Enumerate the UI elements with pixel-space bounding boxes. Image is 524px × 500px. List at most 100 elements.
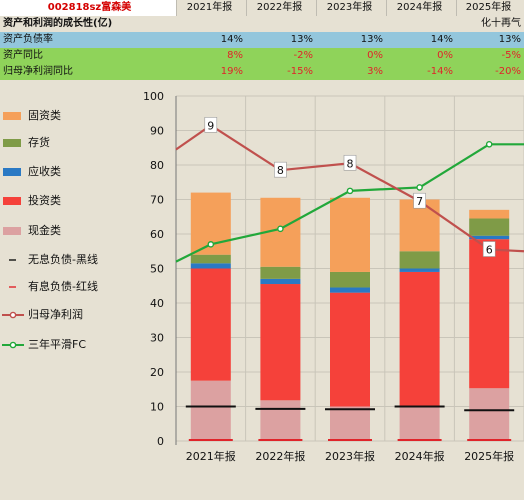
bar-segment — [190, 263, 231, 269]
year-header: 2022年报 — [256, 2, 303, 13]
year-header: 2024年报 — [396, 2, 443, 13]
bar-segment — [330, 292, 370, 407]
bar-segment — [260, 278, 301, 285]
bar-segment — [260, 284, 301, 401]
y-tick-label: 90 — [150, 125, 164, 138]
profit-label-box — [413, 192, 426, 209]
stock-code: 002818sz富森美 — [0, 0, 176, 16]
y-tick-label: 20 — [150, 366, 164, 379]
bar-segment — [399, 406, 440, 441]
table-cell: -15% — [287, 66, 313, 77]
table-cell: 14% — [430, 34, 453, 45]
bar-segment — [469, 239, 510, 389]
x-tick-label: 2022年报 — [255, 449, 305, 463]
table-cell: -14% — [427, 66, 453, 77]
pink-square-icon — [3, 227, 21, 235]
red-square-icon — [3, 197, 21, 205]
black-dash-icon — [9, 259, 16, 261]
table-cell: 13% — [290, 34, 313, 45]
bar-segment — [190, 254, 231, 264]
y-tick-label: 70 — [150, 194, 164, 207]
fc-marker — [277, 225, 284, 233]
header-row: 002818sz富森美 2021年报 2022年报 2023年报 2024年报 … — [0, 0, 524, 16]
legend-label: 三年平滑FC — [28, 338, 87, 351]
bar-segment — [399, 251, 440, 269]
bar-segment — [190, 268, 231, 381]
row-label: 归母净利润同比 — [3, 66, 73, 77]
title-row: 资产和利润的成长性(亿) 化十再气 — [0, 16, 524, 32]
table-cell: 14% — [220, 34, 243, 45]
fc-marker — [346, 187, 354, 195]
profit-data-label: 9 — [207, 119, 214, 132]
table-cell: 8% — [227, 50, 243, 61]
bar-segment — [330, 271, 370, 288]
table-cell: -20% — [495, 66, 521, 77]
table-cell: 13% — [360, 34, 383, 45]
bar-segment — [330, 406, 370, 441]
bar-segment — [190, 380, 231, 441]
legend-label: 应收类 — [28, 165, 61, 178]
bar-segment — [399, 268, 440, 272]
profit-data-label: 7 — [416, 195, 423, 208]
row-label: 资产同比 — [3, 50, 43, 61]
profit-label-box — [343, 154, 357, 171]
table-divider — [386, 0, 387, 16]
row-label: 资产负债率 — [3, 34, 53, 45]
profit-data-label: 8 — [347, 157, 354, 170]
table-cell: 3% — [367, 66, 383, 77]
table-cell: 13% — [498, 34, 521, 45]
legend-label: 固资类 — [28, 109, 61, 122]
year-header: 2023年报 — [326, 2, 373, 13]
green-line-marker-icon — [2, 341, 24, 349]
y-tick-label: 80 — [150, 159, 164, 172]
legend-label: 无息负债-黑线 — [28, 253, 98, 266]
bar-segment — [469, 235, 510, 240]
profit-data-label: 6 — [486, 244, 493, 257]
table-row: 资产负债率 14% 13% 13% 14% 13% — [0, 32, 524, 48]
legend-label: 存货 — [28, 136, 50, 149]
bar-segment — [469, 209, 510, 219]
y-tick-label: 40 — [150, 297, 164, 310]
profit-label-box — [204, 117, 218, 133]
table-divider — [456, 0, 457, 16]
year-header: 2025年报 — [465, 2, 512, 13]
table-divider — [246, 0, 247, 16]
table-row: 归母净利润同比 19% -15% 3% -14% -20% — [0, 64, 524, 80]
red-line-marker-icon — [2, 311, 24, 319]
y-tick-label: 30 — [150, 332, 164, 345]
legend-label: 现金类 — [28, 224, 61, 237]
legend-label: 归母净利润 — [28, 308, 83, 321]
table-row: 资产同比 8% -2% 0% 0% -5% — [0, 48, 524, 64]
legend-label: 投资类 — [28, 194, 61, 207]
bar-segment — [260, 400, 301, 441]
bar-segment — [260, 266, 301, 279]
bar-segment — [330, 287, 370, 293]
table-cell: 0% — [437, 50, 453, 61]
y-tick-label: 50 — [150, 263, 164, 276]
profit-label-box — [482, 241, 496, 257]
bar-segment — [399, 271, 440, 407]
y-tick-label: 10 — [150, 401, 164, 414]
table-title: 资产和利润的成长性(亿) — [3, 18, 113, 29]
x-tick-label: 2025年报 — [464, 449, 514, 463]
fc-marker — [207, 241, 215, 248]
year-header: 2021年报 — [186, 2, 233, 13]
table-cell: 0% — [367, 50, 383, 61]
olive-square-icon — [3, 139, 21, 147]
bar-segment — [330, 197, 370, 272]
red-dash-icon — [9, 286, 16, 288]
table-cell: 19% — [220, 66, 243, 77]
profit-data-label: 8 — [277, 164, 284, 177]
x-tick-label: 2023年报 — [325, 449, 375, 463]
legend-label: 有息负债-红线 — [28, 280, 98, 293]
table-cell: -5% — [501, 50, 521, 61]
y-tick-label: 0 — [157, 435, 164, 448]
y-tick-label: 100 — [143, 90, 164, 103]
bar-segment — [469, 388, 510, 441]
fc-marker — [485, 140, 493, 148]
orange-square-icon — [3, 112, 21, 120]
table-divider — [316, 0, 317, 16]
bar-segment — [469, 218, 510, 236]
x-tick-label: 2021年报 — [186, 449, 236, 463]
